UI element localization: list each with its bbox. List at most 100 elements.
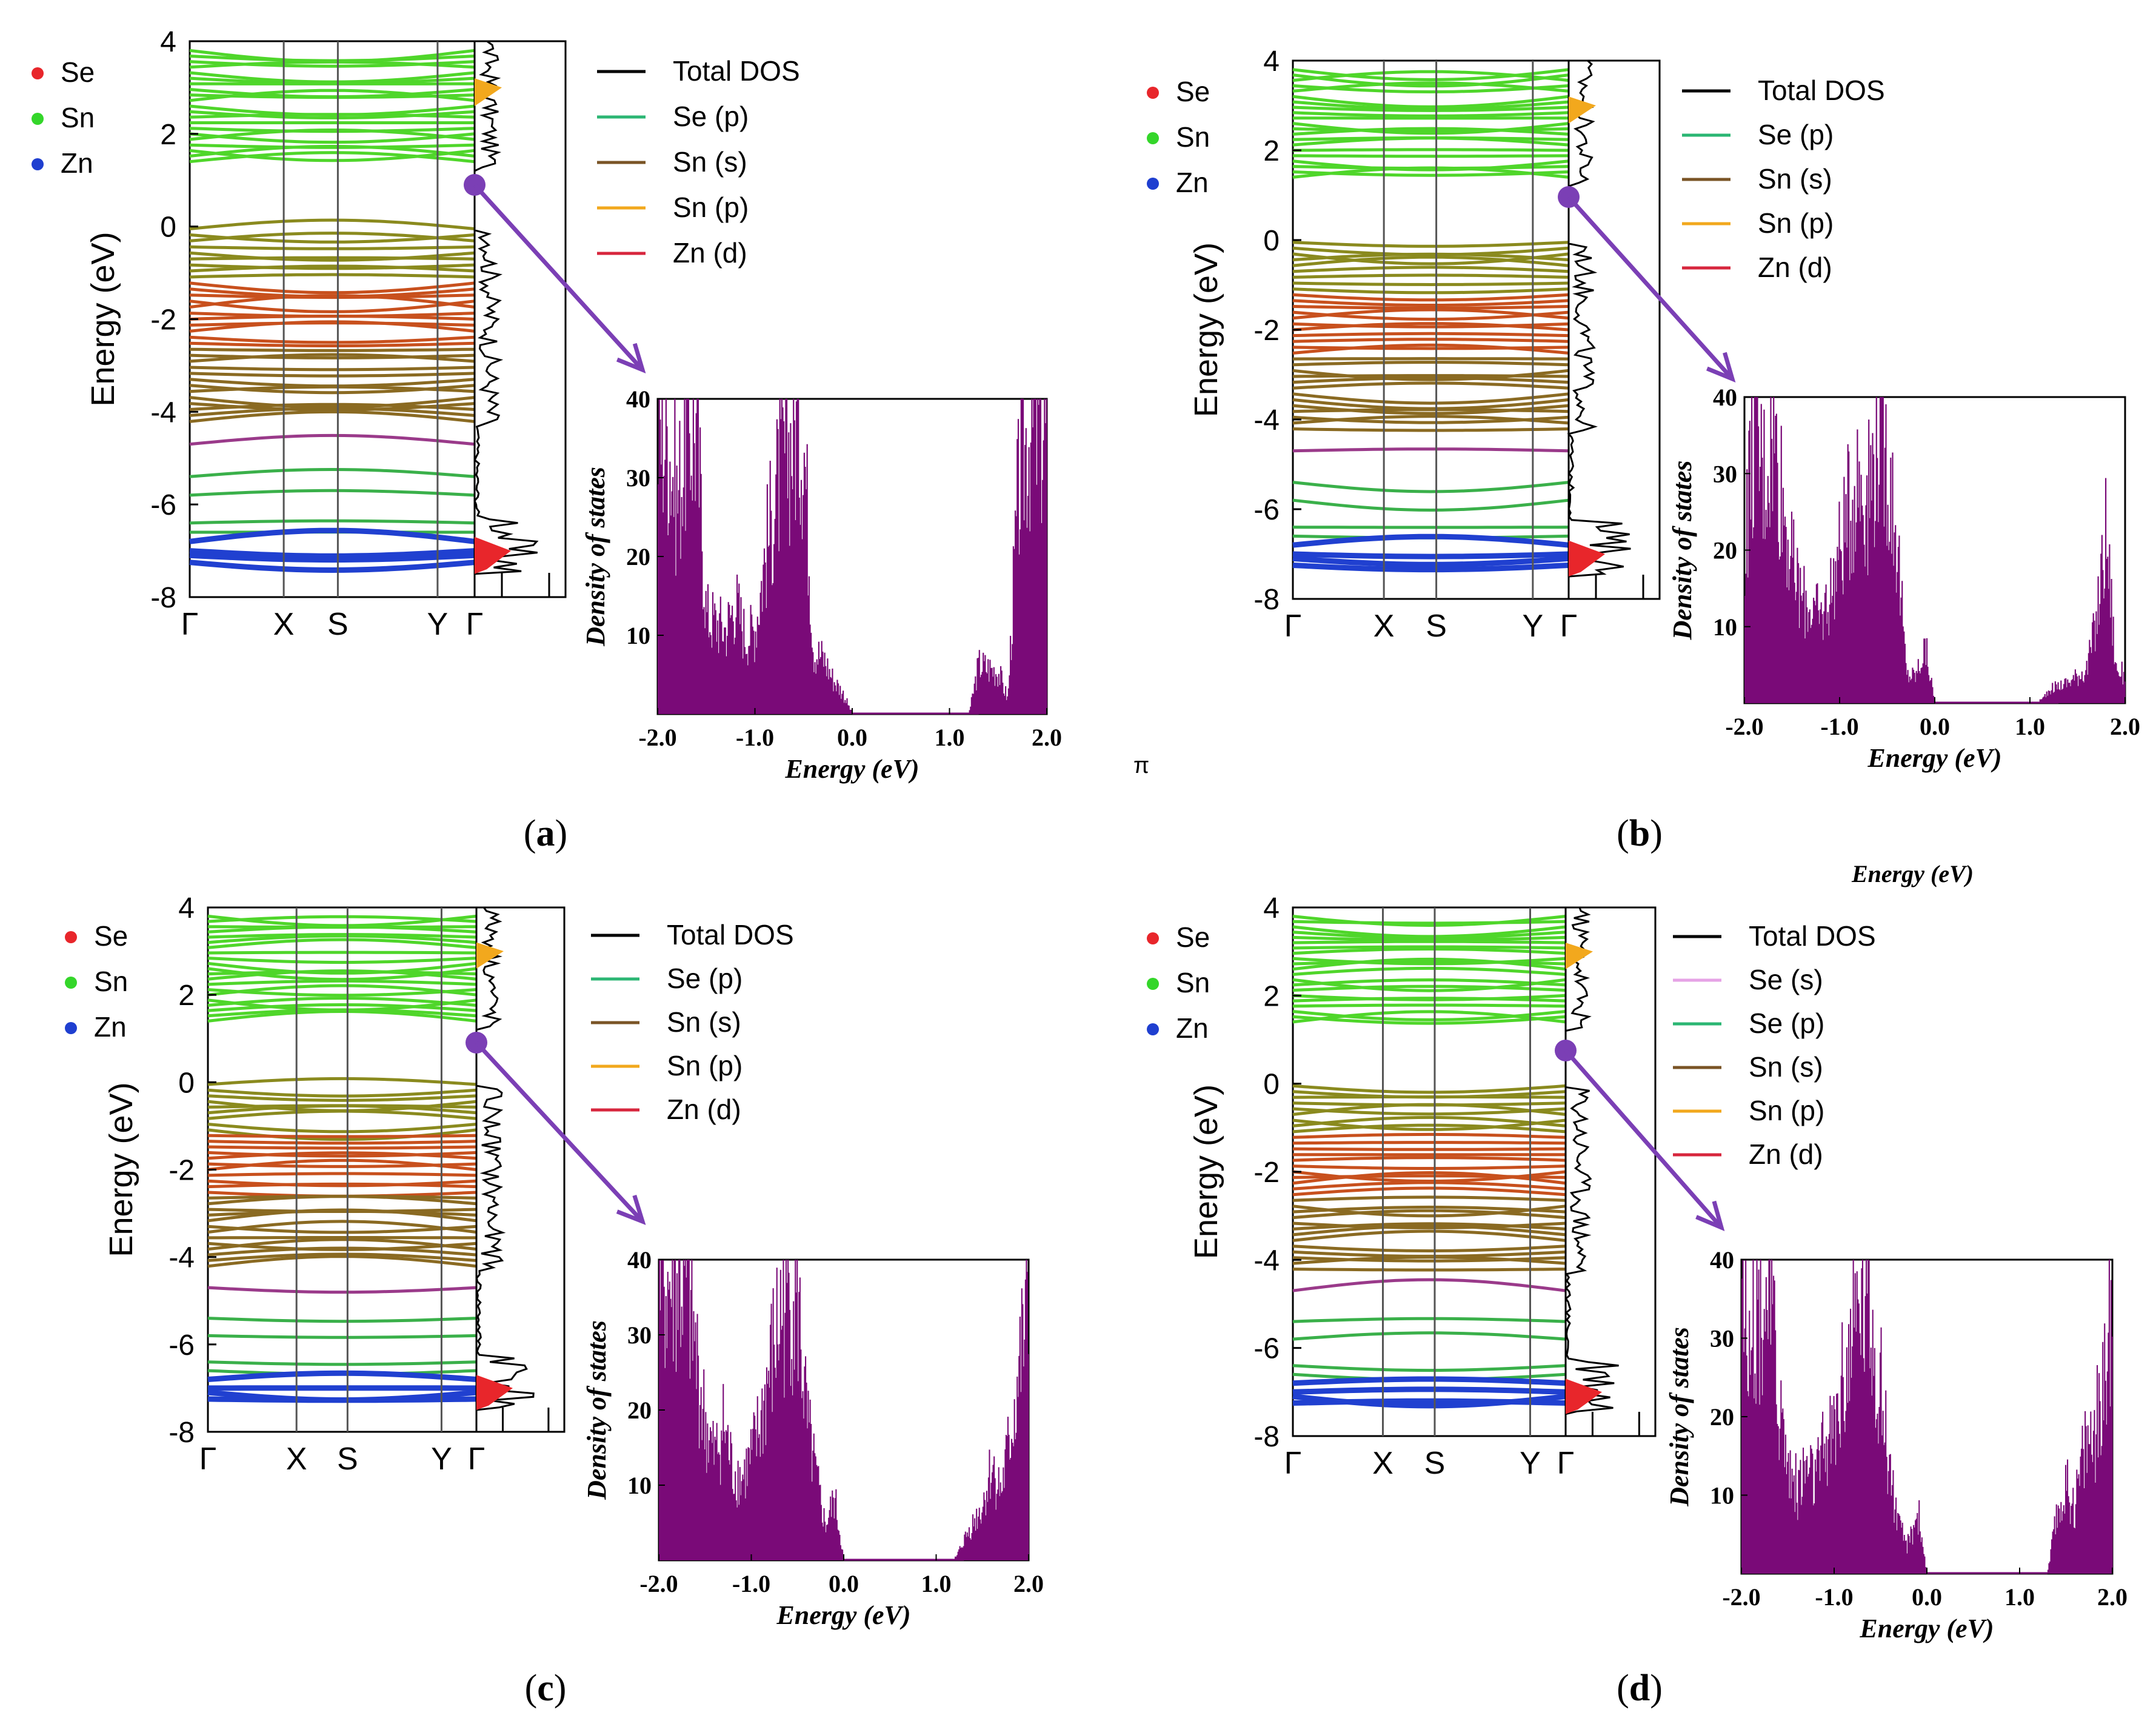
dos-bar [825, 666, 827, 714]
inset-ytick-label: 20 [626, 543, 650, 570]
dos-bar [999, 685, 1001, 714]
dos-bar [1802, 593, 1804, 703]
dos-bar [843, 690, 844, 714]
dos-bar [993, 667, 995, 714]
dos-bar [739, 624, 741, 714]
dos-bar [793, 1301, 795, 1560]
dos-legend-label: Sn (s) [1749, 1051, 1823, 1083]
dos-bar [761, 581, 763, 714]
band-line [1292, 1003, 1566, 1008]
band-line [1292, 136, 1569, 141]
dos-bar [982, 1506, 984, 1560]
dos-bar [1741, 1278, 1743, 1574]
dos-bar [1826, 624, 1828, 703]
band-line [189, 232, 475, 242]
dos-bar [1812, 1505, 1814, 1574]
dos-bar [1820, 1445, 1822, 1574]
dos-bar [1766, 1310, 1768, 1574]
dos-bar [969, 1538, 971, 1560]
dos-bar [1007, 688, 1009, 714]
band-line [189, 519, 475, 525]
dos-bar [2064, 678, 2066, 703]
dos-bar [2057, 682, 2059, 703]
dos-bar [709, 1440, 710, 1560]
dos-bar [835, 1489, 837, 1560]
dos-bar [1854, 1273, 1856, 1574]
dos-bar [848, 706, 850, 714]
dos-bar [687, 399, 689, 714]
dos-bar [1928, 675, 1930, 703]
dos-bar [1875, 521, 1877, 703]
inset-xtick-label: -2.0 [638, 724, 676, 751]
dos-bar [1801, 601, 1803, 703]
dos-bar [2106, 1425, 2108, 1574]
dos-bar [736, 574, 738, 714]
dos-bar [659, 419, 661, 714]
dos-bar [1885, 1390, 1887, 1574]
dos-bar [1850, 1308, 1852, 1574]
dos-bar [667, 535, 669, 714]
dos-bar [1027, 1354, 1029, 1560]
dos-bar [733, 1494, 735, 1560]
inset-xtick-label: 1.0 [2004, 1583, 2035, 1611]
legend-dot-zn [65, 1022, 77, 1034]
dos-bar [1013, 1399, 1015, 1560]
dos-bar [2103, 1420, 2104, 1574]
band-line [207, 914, 477, 927]
dos-bar [1798, 628, 1800, 703]
band-line [189, 552, 475, 563]
band-line [1292, 381, 1569, 390]
dos-bar [785, 1260, 787, 1560]
dos-bar [744, 647, 746, 714]
dos-legend-label: Se (p) [667, 963, 743, 994]
dos-bar [1001, 1492, 1003, 1560]
band-line [1292, 305, 1569, 310]
dos-bar [1827, 612, 1829, 703]
dos-bar [995, 1509, 997, 1560]
dos-bar [1755, 397, 1757, 703]
dos-bar [2089, 647, 2092, 703]
dos-bar [1913, 1525, 1915, 1574]
band-line [1292, 1268, 1566, 1272]
band-ytick-label: -8 [1253, 584, 1280, 616]
dos-bar [980, 675, 983, 714]
dos-bar [2044, 694, 2046, 703]
inset-xtick-label: 1.0 [921, 1570, 952, 1597]
dos-bar [2064, 1513, 2066, 1574]
dos-bar [704, 1449, 706, 1560]
dos-bar [758, 1438, 759, 1560]
dos-bar [732, 621, 734, 714]
dos-bar [716, 620, 719, 714]
dos-bar [758, 624, 759, 714]
dos-bar [1821, 613, 1823, 703]
dos-bar [1000, 1482, 1001, 1560]
dos-bar [710, 1431, 712, 1560]
dos-bar [1824, 1472, 1826, 1574]
dos-bar [790, 1386, 792, 1560]
dos-bar [1747, 1391, 1749, 1574]
dos-bar [1877, 522, 1879, 703]
dos-bar [2052, 683, 2054, 703]
dos-bar [1832, 1438, 1834, 1574]
dos-bar [2085, 1426, 2087, 1574]
dos-bar [664, 1368, 666, 1560]
dos-bar [724, 627, 726, 714]
band-line [207, 1151, 477, 1160]
dos-bar [1022, 399, 1024, 714]
dos-bar [1803, 1448, 1804, 1574]
dos-bar [795, 520, 796, 714]
dos-bar [1782, 487, 1784, 703]
dos-bar [1824, 592, 1826, 703]
dos-bar [2074, 1528, 2076, 1574]
dos-bar [987, 1502, 989, 1560]
band-line [189, 467, 475, 478]
dos-bar [956, 1555, 958, 1560]
dos-bar [1889, 541, 1891, 703]
dos-bar [1894, 1509, 1896, 1574]
dos-bar [683, 487, 684, 714]
dos-bar [729, 604, 730, 714]
dos-bar [988, 681, 990, 714]
kpoint-label: X [1373, 609, 1395, 644]
dos-bar [783, 421, 785, 714]
dos-bar [2124, 681, 2126, 703]
